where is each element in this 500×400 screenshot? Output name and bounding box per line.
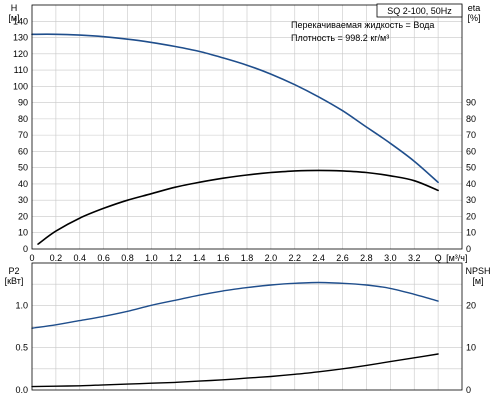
head-tick-label: 20 [18, 211, 28, 221]
efficiency-curve [37, 169, 439, 245]
frame-layer [31, 3, 463, 391]
p2-axis-unit: [кВт] [5, 276, 24, 286]
p2-tick-label: 1.0 [15, 300, 28, 310]
eta-axis-label: eta [468, 3, 481, 13]
npsh-tick-label: 10 [466, 343, 476, 353]
head-tick-label: 70 [18, 130, 28, 140]
chart-title-box [376, 3, 463, 18]
npsh-tick-label: 0 [466, 385, 471, 395]
flow-tick-label: 2.0 [265, 253, 278, 263]
flow-tick-label: 1.4 [193, 253, 206, 263]
head-tick-label: 30 [18, 195, 28, 205]
eta-tick-label: 0 [466, 244, 471, 254]
npsh-tick-label: 20 [466, 300, 476, 310]
fluid-annotation: Перекачиваемая жидкость = Вода [291, 20, 434, 30]
flow-tick-label: 2.2 [289, 253, 302, 263]
flow-tick-label: 2.6 [336, 253, 349, 263]
eta-tick-label: 60 [466, 146, 476, 156]
eta-tick-label: 20 [466, 211, 476, 221]
eta-tick-label: 50 [466, 163, 476, 173]
npsh-axis-unit: [м] [472, 276, 483, 286]
head-tick-label: 90 [18, 98, 28, 108]
eta-tick-label: 40 [466, 179, 476, 189]
p2-axis-label: P2 [8, 266, 19, 276]
flow-tick-label: Q [435, 253, 442, 263]
head-tick-label: 120 [13, 49, 28, 59]
performance-plot-frame [31, 4, 463, 250]
head-tick-label: 100 [13, 81, 28, 91]
npsh-curve [31, 353, 439, 388]
eta-axis-unit: [%] [467, 13, 480, 23]
flow-tick-label: 0.6 [97, 253, 110, 263]
flow-axis-unit: [м³/ч] [446, 253, 467, 263]
flow-tick-label: 0 [29, 253, 34, 263]
flow-tick-label: 1.0 [145, 253, 158, 263]
head-tick-label: 140 [13, 16, 28, 26]
head-tick-label: 0 [23, 244, 28, 254]
flow-tick-label: 0.4 [74, 253, 87, 263]
flow-tick-label: 1.6 [217, 253, 230, 263]
power-plot-frame [31, 262, 463, 391]
eta-tick-label: 30 [466, 195, 476, 205]
head-tick-label: 50 [18, 163, 28, 173]
flow-tick-label: 1.2 [169, 253, 182, 263]
chart-title: SQ 2-100, 50Hz [387, 6, 452, 16]
eta-tick-label: 70 [466, 130, 476, 140]
flow-tick-label: 2.8 [360, 253, 373, 263]
head-tick-label: 110 [14, 65, 28, 75]
head-tick-label: 60 [18, 146, 28, 156]
head-axis-label: H [11, 3, 18, 13]
density-annotation: Плотность = 998.2 кг/м³ [291, 33, 389, 43]
head-curve [31, 33, 439, 184]
text-layer: SQ 2-100, 50Hz Перекачиваемая жидкость = … [5, 3, 491, 395]
eta-tick-label: 90 [466, 98, 476, 108]
flow-tick-label: 2.4 [312, 253, 325, 263]
npsh-axis-label: NPSH [465, 266, 490, 276]
p2-tick-label: 0.5 [15, 343, 28, 353]
head-tick-label: 40 [18, 179, 28, 189]
flow-tick-label: 3.0 [384, 253, 397, 263]
flow-tick-label: 3.2 [408, 253, 421, 263]
grid-layer [32, 5, 462, 390]
eta-tick-label: 10 [466, 228, 476, 238]
curves-layer [31, 33, 439, 388]
power-p2-curve [31, 281, 439, 329]
head-axis-unit: [м] [8, 13, 19, 23]
head-tick-label: 10 [18, 228, 28, 238]
eta-tick-label: 80 [466, 114, 476, 124]
p2-tick-label: 0.0 [15, 385, 28, 395]
head-tick-label: 130 [13, 33, 28, 43]
flow-tick-label: 0.2 [50, 253, 63, 263]
flow-tick-label: 1.8 [241, 253, 254, 263]
head-tick-label: 80 [18, 114, 28, 124]
flow-tick-label: 0.8 [121, 253, 134, 263]
